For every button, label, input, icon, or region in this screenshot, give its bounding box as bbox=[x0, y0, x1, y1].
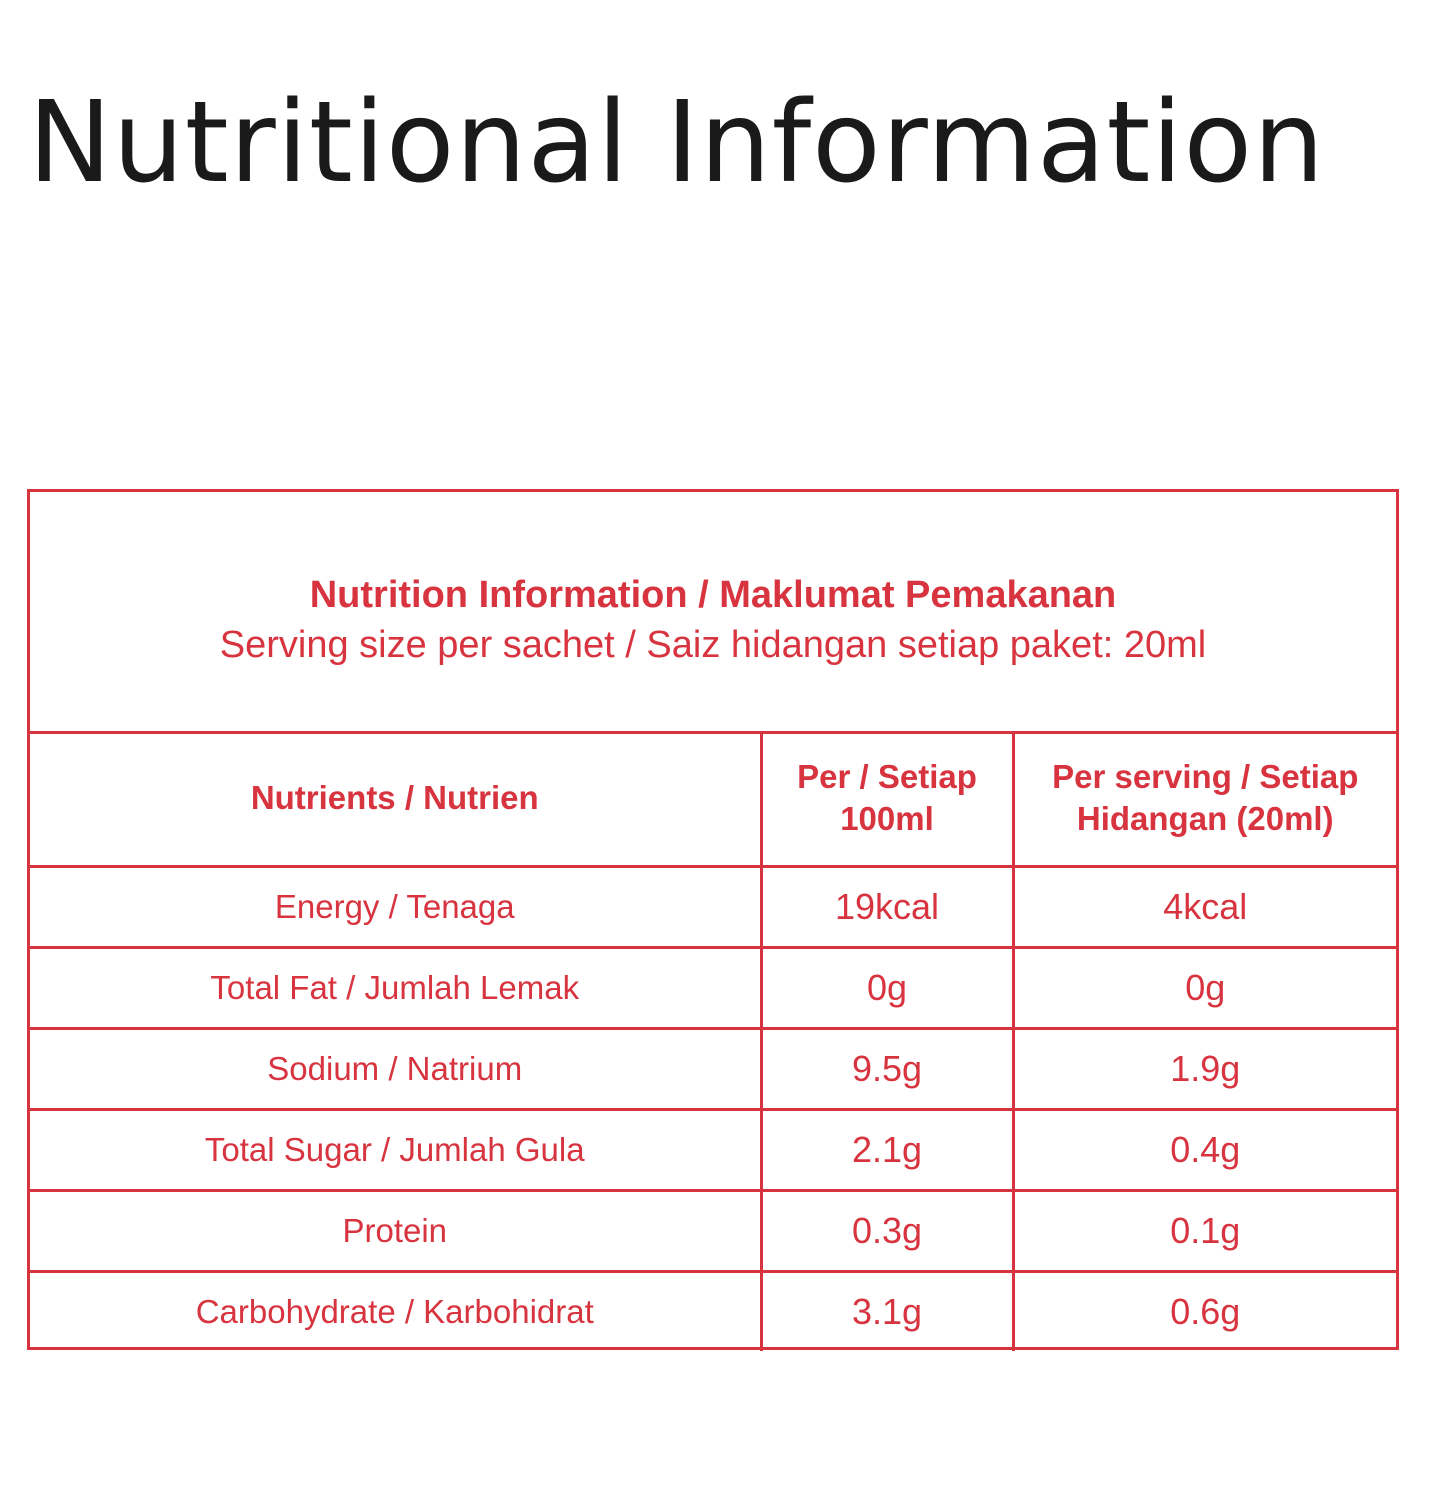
value-per-serving: 0.1g bbox=[1011, 1189, 1396, 1273]
value-per-100ml: 3.1g bbox=[759, 1270, 1015, 1351]
value-per-100ml: 2.1g bbox=[759, 1108, 1015, 1192]
table-header-row: Nutrients / Nutrien Per / Setiap 100ml P… bbox=[30, 731, 1396, 868]
header-per-100ml-line1: Per / Setiap bbox=[797, 758, 977, 795]
value-per-100ml: 19kcal bbox=[759, 865, 1015, 949]
table-row: Sodium / Natrium 9.5g 1.9g bbox=[30, 1027, 1396, 1111]
value-per-100ml: 0.3g bbox=[759, 1189, 1015, 1273]
nutrition-panel: Nutrition Information / Maklumat Pemakan… bbox=[27, 489, 1399, 1351]
value-per-serving: 0.6g bbox=[1011, 1270, 1396, 1351]
value-per-serving: 0g bbox=[1011, 946, 1396, 1030]
page-title: Nutritional Information bbox=[28, 78, 1326, 208]
nutrient-name: Carbohydrate / Karbohidrat bbox=[30, 1270, 763, 1351]
table-row: Protein 0.3g 0.1g bbox=[30, 1189, 1396, 1273]
nutrient-name: Sodium / Natrium bbox=[30, 1027, 763, 1111]
header-nutrients-label: Nutrients / Nutrien bbox=[250, 779, 539, 816]
nutrient-name: Protein bbox=[30, 1189, 763, 1273]
value-per-100ml: 0g bbox=[759, 946, 1015, 1030]
value-per-serving: 4kcal bbox=[1011, 865, 1396, 949]
table-row: Total Fat / Jumlah Lemak 0g 0g bbox=[30, 946, 1396, 1030]
nutrient-name: Total Sugar / Jumlah Gula bbox=[30, 1108, 763, 1192]
header-per-serving-line1: Per serving / Setiap bbox=[1052, 758, 1359, 795]
nutrition-table: Nutrients / Nutrien Per / Setiap 100ml P… bbox=[30, 731, 1396, 1351]
table-row: Total Sugar / Jumlah Gula 2.1g 0.4g bbox=[30, 1108, 1396, 1192]
header-per-serving: Per serving / Setiap Hidangan (20ml) bbox=[1011, 731, 1396, 868]
nutrient-name: Energy / Tenaga bbox=[30, 865, 763, 949]
value-per-100ml: 9.5g bbox=[759, 1027, 1015, 1111]
header-per-100ml-line2: 100ml bbox=[840, 800, 934, 837]
serving-size-text: Serving size per sachet / Saiz hidangan … bbox=[219, 624, 1207, 666]
header-nutrients: Nutrients / Nutrien bbox=[30, 731, 763, 868]
header-per-serving-line2: Hidangan (20ml) bbox=[1076, 800, 1334, 837]
panel-heading: Nutrition Information / Maklumat Pemakan… bbox=[309, 574, 1117, 616]
table-row: Carbohydrate / Karbohidrat 3.1g 0.6g bbox=[30, 1270, 1396, 1351]
nutrient-name: Total Fat / Jumlah Lemak bbox=[30, 946, 763, 1030]
table-row: Energy / Tenaga 19kcal 4kcal bbox=[30, 865, 1396, 949]
value-per-serving: 1.9g bbox=[1011, 1027, 1396, 1111]
header-per-100ml: Per / Setiap 100ml bbox=[759, 731, 1015, 868]
value-per-serving: 0.4g bbox=[1011, 1108, 1396, 1192]
panel-header: Nutrition Information / Maklumat Pemakan… bbox=[30, 492, 1396, 734]
